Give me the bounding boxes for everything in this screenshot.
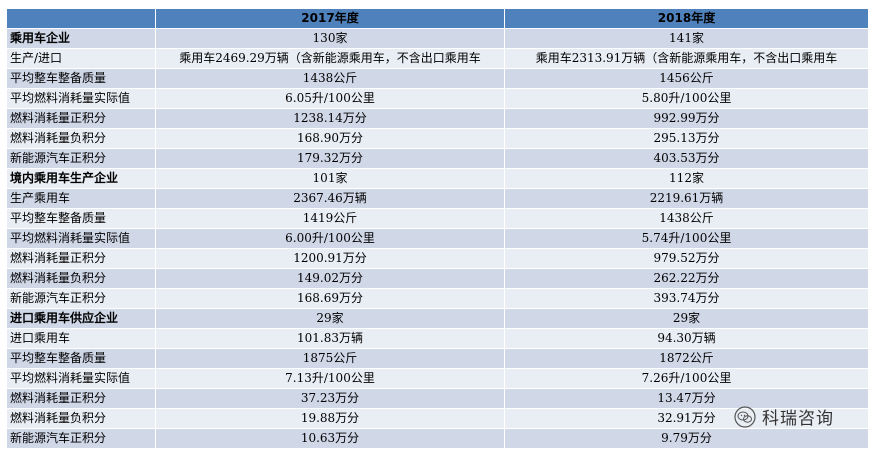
- cell-2017: 168.90万分: [155, 128, 505, 149]
- cell-2017: 179.32万分: [155, 148, 505, 169]
- row-label: 平均整车整备质量: [6, 208, 156, 229]
- row-label: 平均燃料消耗量实际值: [6, 368, 156, 389]
- row-label: 境内乘用车生产企业: [6, 168, 156, 189]
- cell-2018: 乘用车2313.91万辆（含新能源乘用车，不含出口乘用车: [504, 48, 869, 69]
- table-row: 平均整车整备质量 1438公斤 1456公斤: [6, 68, 869, 89]
- table-row: 燃料消耗量负积分 149.02万分 262.22万分: [6, 268, 869, 289]
- table-row: 燃料消耗量负积分 19.88万分 32.91万分: [6, 408, 869, 429]
- table-row: 燃料消耗量负积分 168.90万分 295.13万分: [6, 128, 869, 149]
- cell-2017: 19.88万分: [155, 408, 505, 429]
- header-cell-blank: [6, 8, 156, 29]
- watermark-text: 科瑞咨询: [762, 409, 834, 429]
- cell-2018: 13.47万分: [504, 388, 869, 409]
- cell-2017: 37.23万分: [155, 388, 505, 409]
- row-label: 燃料消耗量负积分: [6, 408, 156, 429]
- table-row: 平均燃料消耗量实际值 7.13升/100公里 7.26升/100公里: [6, 368, 869, 389]
- table-row: 新能源汽车正积分 10.63万分 9.79万分: [6, 428, 869, 449]
- table-row: 燃料消耗量正积分 37.23万分 13.47万分: [6, 388, 869, 409]
- cell-2018: 5.74升/100公里: [504, 228, 869, 249]
- row-label: 燃料消耗量负积分: [6, 128, 156, 149]
- table-row: 平均燃料消耗量实际值 6.05升/100公里 5.80升/100公里: [6, 88, 869, 109]
- cell-2018: 112家: [504, 168, 869, 189]
- row-label: 生产乘用车: [6, 188, 156, 209]
- cell-2017: 101家: [155, 168, 505, 189]
- cell-2018: 5.80升/100公里: [504, 88, 869, 109]
- watermark: 科瑞咨询: [734, 404, 834, 429]
- cell-2018: 393.74万分: [504, 288, 869, 309]
- cell-2017: 1419公斤: [155, 208, 505, 229]
- cell-2018: 979.52万分: [504, 248, 869, 269]
- row-label: 燃料消耗量正积分: [6, 108, 156, 129]
- row-label: 燃料消耗量正积分: [6, 388, 156, 409]
- cell-2017: 乘用车2469.29万辆（含新能源乘用车，不含出口乘用车: [155, 48, 505, 69]
- cell-2017: 1438公斤: [155, 68, 505, 89]
- table-row: 进口乘用车 101.83万辆 94.30万辆: [6, 328, 869, 349]
- cell-2018: 29家: [504, 308, 869, 329]
- fuel-credit-table: 2017年度 2018年度 乘用车企业 130家 141家 生产/进口 乘用车2469.…: [6, 8, 869, 449]
- row-label: 进口乘用车: [6, 328, 156, 349]
- table-row: 燃料消耗量正积分 1238.14万分 992.99万分: [6, 108, 869, 129]
- row-label: 平均燃料消耗量实际值: [6, 228, 156, 249]
- table-row: 生产/进口 乘用车2469.29万辆（含新能源乘用车，不含出口乘用车 乘用车2313…: [6, 48, 869, 69]
- cell-2017: 1238.14万分: [155, 108, 505, 129]
- cell-2018: 403.53万分: [504, 148, 869, 169]
- cell-2017: 29家: [155, 308, 505, 329]
- table-row: 新能源汽车正积分 179.32万分 403.53万分: [6, 148, 869, 169]
- table-row: 新能源汽车正积分 168.69万分 393.74万分: [6, 288, 869, 309]
- row-label: 平均整车整备质量: [6, 348, 156, 369]
- table-row: 平均燃料消耗量实际值 6.00升/100公里 5.74升/100公里: [6, 228, 869, 249]
- cell-2017: 168.69万分: [155, 288, 505, 309]
- cell-2018: 94.30万辆: [504, 328, 869, 349]
- row-label: 进口乘用车供应企业: [6, 308, 156, 329]
- table-row: 平均整车整备质量 1419公斤 1438公斤: [6, 208, 869, 229]
- cell-2017: 6.05升/100公里: [155, 88, 505, 109]
- row-label: 生产/进口: [6, 48, 156, 69]
- table-body: 乘用车企业 130家 141家 生产/进口 乘用车2469.29万辆（含新能源乘用车，不…: [6, 28, 869, 449]
- cell-2017: 1200.91万分: [155, 248, 505, 269]
- table-header-row: 2017年度 2018年度: [6, 8, 869, 29]
- cell-2018: 1456公斤: [504, 68, 869, 89]
- cell-2017: 1875公斤: [155, 348, 505, 369]
- header-cell-2018: 2018年度: [504, 8, 869, 29]
- table-row: 生产乘用车 2367.46万辆 2219.61万辆: [6, 188, 869, 209]
- cell-2017: 10.63万分: [155, 428, 505, 449]
- row-label: 燃料消耗量负积分: [6, 268, 156, 289]
- cell-2018: 2219.61万辆: [504, 188, 869, 209]
- row-label: 新能源汽车正积分: [6, 288, 156, 309]
- cell-2018: 295.13万分: [504, 128, 869, 149]
- cell-2018: 7.26升/100公里: [504, 368, 869, 389]
- table-row: 境内乘用车生产企业 101家 112家: [6, 168, 869, 189]
- header-cell-2017: 2017年度: [155, 8, 505, 29]
- row-label: 乘用车企业: [6, 28, 156, 49]
- table-row: 乘用车企业 130家 141家: [6, 28, 869, 49]
- cell-2018: 141家: [504, 28, 869, 49]
- cell-2017: 130家: [155, 28, 505, 49]
- table-row: 平均整车整备质量 1875公斤 1872公斤: [6, 348, 869, 369]
- cell-2018: 9.79万分: [504, 428, 869, 449]
- cell-2018: 262.22万分: [504, 268, 869, 289]
- cell-2018: 1872公斤: [504, 348, 869, 369]
- row-label: 平均燃料消耗量实际值: [6, 88, 156, 109]
- cell-2018: 32.91万分: [504, 408, 869, 429]
- cell-2018: 992.99万分: [504, 108, 869, 129]
- cell-2017: 149.02万分: [155, 268, 505, 289]
- row-label: 新能源汽车正积分: [6, 428, 156, 449]
- data-table-container: 2017年度 2018年度 乘用车企业 130家 141家 生产/进口 乘用车2469.…: [6, 8, 869, 449]
- table-row: 燃料消耗量正积分 1200.91万分 979.52万分: [6, 248, 869, 269]
- row-label: 新能源汽车正积分: [6, 148, 156, 169]
- table-row: 进口乘用车供应企业 29家 29家: [6, 308, 869, 329]
- cell-2017: 7.13升/100公里: [155, 368, 505, 389]
- row-label: 平均整车整备质量: [6, 68, 156, 89]
- wechat-icon: [734, 405, 756, 428]
- cell-2017: 101.83万辆: [155, 328, 505, 349]
- row-label: 燃料消耗量正积分: [6, 248, 156, 269]
- cell-2017: 6.00升/100公里: [155, 228, 505, 249]
- cell-2018: 1438公斤: [504, 208, 869, 229]
- cell-2017: 2367.46万辆: [155, 188, 505, 209]
